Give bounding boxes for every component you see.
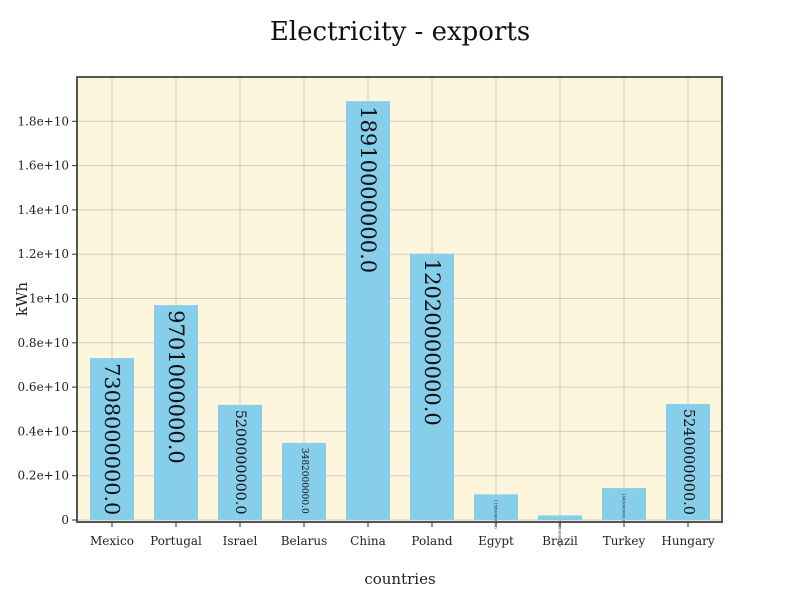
y-tick-label: 1.6e+10 — [17, 159, 69, 173]
bar — [282, 442, 326, 520]
bar-value-label: 9701000000.0 — [164, 310, 188, 464]
x-tick-label: Belarus — [281, 534, 328, 548]
x-tick-label: Brazil — [542, 534, 578, 548]
y-tick-label: 0 — [61, 513, 69, 527]
chart-title: Electricity - exports — [270, 17, 530, 47]
bar — [90, 358, 134, 520]
y-tick-label: 1.8e+10 — [17, 114, 69, 128]
x-tick-label: Mexico — [90, 534, 134, 548]
bar — [474, 494, 518, 520]
bar-value-label: 5240000000.0 — [680, 409, 696, 515]
bar-value-label: 12020000000.0 — [420, 259, 444, 426]
bar — [666, 403, 710, 520]
y-tick-label: 0.2e+10 — [17, 469, 69, 483]
bar — [602, 488, 646, 520]
bar — [346, 101, 390, 521]
x-axis-label: countries — [364, 570, 435, 588]
x-tick-label: Portugal — [150, 534, 202, 548]
bar-value-label: 3482000000.0 — [299, 448, 309, 514]
x-tick-label: Hungary — [661, 534, 714, 548]
y-axis: 0 0.2e+10 0.4e+10 0.6e+10 0.8e+10 1e+10 1.2e+1… — [17, 114, 77, 527]
x-tick-label: Israel — [223, 534, 258, 548]
y-tick-label: 0.8e+10 — [17, 336, 69, 350]
x-tick-label: Turkey — [603, 534, 646, 548]
bar — [410, 253, 454, 520]
y-axis-label: kWh — [13, 282, 31, 317]
bar-value-label: 1158000000.0 — [494, 499, 499, 529]
x-tick-label: China — [350, 534, 386, 548]
bar — [218, 404, 262, 520]
bar-value-label: 7308000000.0 — [100, 363, 124, 515]
value-label-layer: 7308000000.0 9701000000.0 5200000000.0 3482… — [100, 106, 696, 547]
bar-layer — [90, 101, 710, 521]
x-axis: Mexico Portugal Israel Belarus China Poland Eg… — [90, 522, 715, 548]
plot-frame — [76, 76, 723, 523]
y-tick-label: 1.2e+10 — [17, 247, 69, 261]
bar — [538, 515, 582, 520]
y-tick-label: 1e+10 — [29, 292, 69, 306]
x-tick-label: Egypt — [478, 534, 514, 548]
bar — [154, 305, 198, 520]
bar-value-label: 18910000000.0 — [356, 106, 380, 273]
bar-value-label: 5200000000.0 — [232, 410, 248, 515]
bar-value-label: 1442000000.0 — [622, 493, 627, 523]
x-tick-label: Poland — [411, 534, 453, 548]
bar-value-label: 208000000.0 — [558, 520, 563, 547]
y-tick-label: 0.4e+10 — [17, 424, 69, 438]
y-tick-label: 0.6e+10 — [17, 380, 69, 394]
y-tick-label: 1.4e+10 — [17, 203, 69, 217]
